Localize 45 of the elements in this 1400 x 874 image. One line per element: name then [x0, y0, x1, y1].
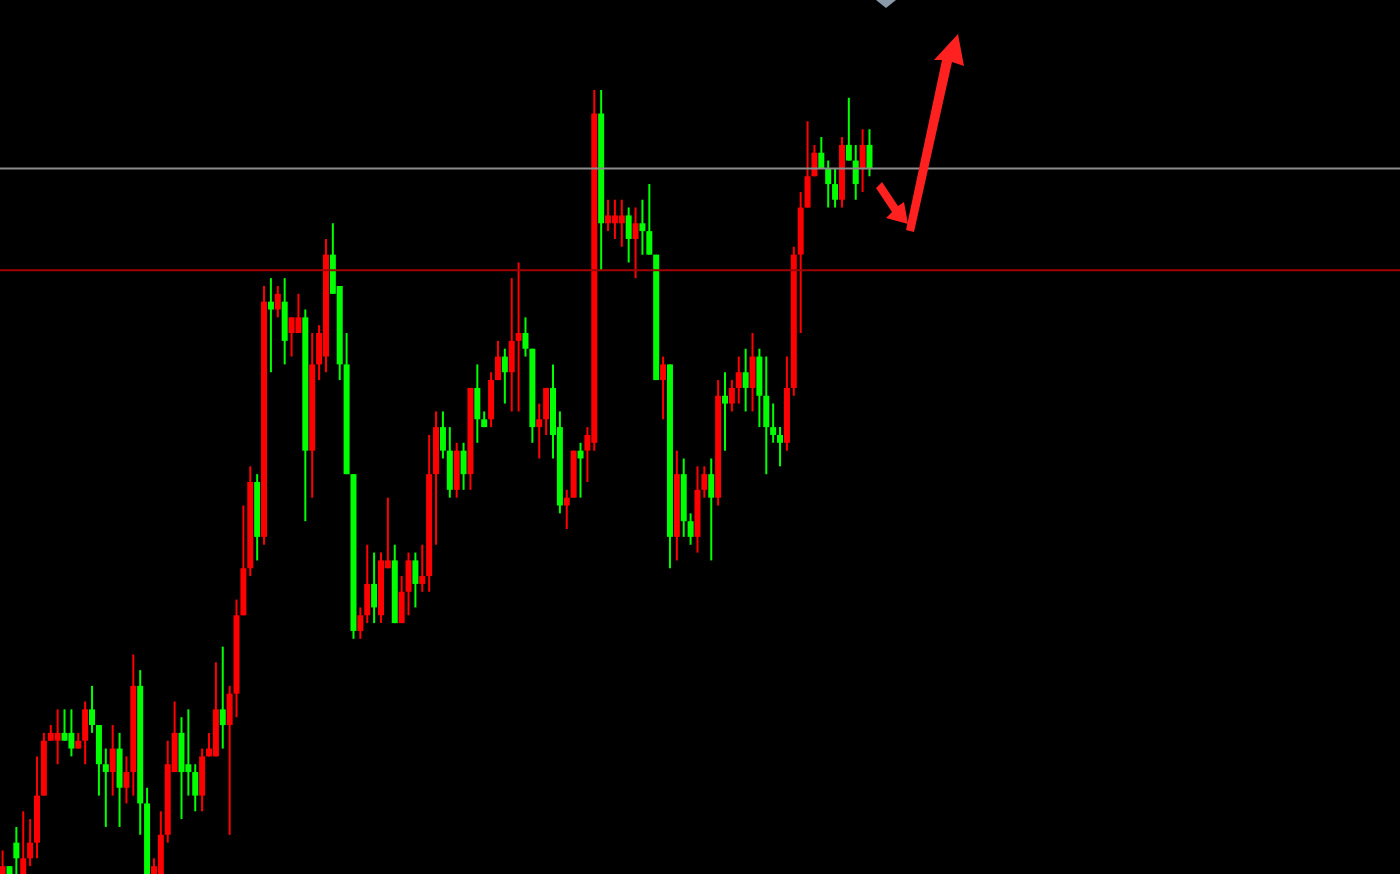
candlestick [611, 198, 618, 240]
candlestick [722, 371, 728, 452]
candlestick [212, 661, 219, 758]
candlestick [371, 551, 378, 625]
candlestick [474, 363, 481, 444]
candlestick [825, 159, 832, 209]
candlestick [281, 277, 288, 366]
candlestick [460, 441, 467, 491]
candlestick [267, 277, 274, 374]
candlestick [632, 206, 639, 280]
candlestick [82, 700, 89, 766]
candlestick [708, 457, 715, 562]
candlestick [605, 198, 612, 233]
candlestick [749, 332, 756, 413]
candlestick [453, 441, 460, 499]
candlestick [13, 825, 20, 874]
candlestick [763, 355, 770, 476]
candlestick [742, 347, 749, 413]
candlestick [501, 347, 508, 405]
candlestick [412, 551, 419, 609]
candlestick [295, 292, 302, 335]
candlestick [625, 206, 632, 264]
candlestick [405, 551, 412, 617]
candlestick [680, 457, 687, 538]
candlestick [274, 285, 281, 319]
candlestick [0, 849, 6, 874]
candlestick [68, 708, 75, 758]
candlestick [54, 708, 61, 766]
candlestick [694, 465, 701, 554]
candlestick [219, 645, 226, 750]
candlestick [832, 167, 839, 209]
candlestick [199, 747, 206, 813]
candlestick [618, 198, 625, 248]
candlestick [515, 261, 522, 413]
candlestick [61, 708, 68, 742]
candlestick [859, 128, 866, 193]
candlestick [20, 810, 27, 874]
candlestick [109, 724, 116, 797]
candlestick [646, 183, 653, 256]
candlestick [178, 716, 185, 821]
candlestick [866, 128, 873, 178]
candlestick [288, 316, 295, 358]
candlestick [116, 731, 123, 828]
candlestick [660, 355, 667, 421]
candlestick [735, 355, 742, 405]
